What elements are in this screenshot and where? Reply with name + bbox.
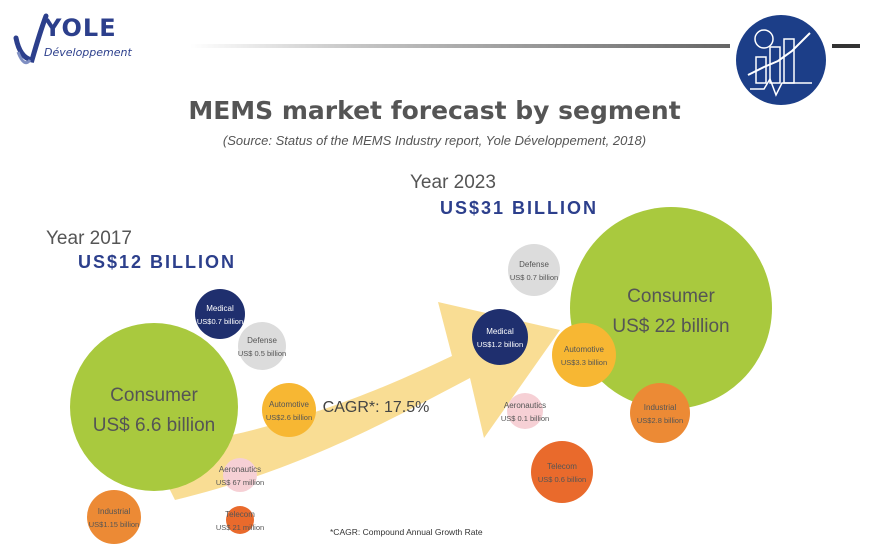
bubble-2017-medical-name: Medical: [206, 304, 234, 313]
bubble-2023-aeronautics-value: US$ 0.1 billion: [501, 414, 549, 423]
bubble-2017-telecom-value: US$ 21 million: [216, 523, 264, 532]
bubble-2023-industrial: Industrial US$2.8 billion: [630, 383, 690, 443]
bubble-2017-telecom-circle: [226, 506, 254, 534]
bubble-2017-automotive: Automotive US$2.6 billion: [262, 383, 316, 437]
logo-name: YOLE: [44, 14, 117, 42]
bubble-2023-automotive-value: US$3.3 billion: [561, 358, 607, 367]
bubble-2023-automotive: Automotive US$3.3 billion: [552, 323, 616, 387]
growth-arrow: [150, 302, 560, 500]
bubble-2017-medical-circle: [195, 289, 245, 339]
bubble-2023-telecom-value: US$ 0.6 billion: [538, 475, 586, 484]
header-divider: [190, 44, 730, 48]
bubble-2023-industrial-circle: [630, 383, 690, 443]
bubble-2023-defense-circle: [508, 244, 560, 296]
bubble-2023-telecom-name: Telecom: [547, 462, 577, 471]
bubble-2017-aeronautics-value: US$ 67 million: [216, 478, 264, 487]
bubble-2017-automotive-name: Automotive: [269, 400, 310, 409]
bubble-2017-automotive-value: US$2.6 billion: [266, 413, 312, 422]
page-title: MEMS market forecast by segment: [188, 96, 681, 125]
yole-logo-mark: [13, 13, 49, 65]
bubble-2023-defense-name: Defense: [519, 260, 549, 269]
cagr-footnote: *CAGR: Compound Annual Growth Rate: [330, 527, 483, 537]
year-2023-label: Year 2023: [410, 172, 496, 193]
bubble-2017-aeronautics: Aeronautics US$ 67 million: [216, 458, 264, 492]
bubble-2023-consumer-circle: [570, 207, 772, 409]
bubble-2023-medical-value: US$1.2 billion: [477, 340, 523, 349]
bubble-2023-aeronautics-circle: [507, 393, 543, 429]
bubble-2017-industrial-circle: [87, 490, 141, 544]
total-2023-label: US$31 BILLION: [440, 198, 599, 218]
bubble-2017-telecom-name: Telecom: [225, 510, 255, 519]
bubble-2017-telecom: Telecom US$ 21 million: [216, 506, 264, 534]
bubble-2017-defense-circle: [238, 322, 286, 370]
bubble-2017-aeronautics-circle: [223, 458, 257, 492]
bubble-2017-consumer-name: Consumer: [110, 385, 198, 406]
bubble-2023-consumer-value: US$ 22 billion: [612, 316, 729, 337]
bubble-2017-industrial-value: US$1.15 billion: [89, 520, 139, 529]
bubble-2017-defense: Defense US$ 0.5 billion: [238, 322, 286, 370]
bubble-2017-industrial-name: Industrial: [98, 507, 131, 516]
bubble-2023-medical-name: Medical: [486, 327, 514, 336]
bubble-2023-automotive-circle: [552, 323, 616, 387]
cagr-label: CAGR*: 17.5%: [323, 399, 430, 416]
source-note: (Source: Status of the MEMS Industry rep…: [222, 133, 647, 148]
bubble-2023-industrial-name: Industrial: [644, 403, 677, 412]
bubble-2023-defense-value: US$ 0.7 billion: [510, 273, 558, 282]
header-divider-end: [832, 44, 860, 48]
logo-subtitle: Développement: [44, 46, 132, 59]
bubble-2023-telecom-circle: [531, 441, 593, 503]
bubble-2023-aeronautics-name: Aeronautics: [504, 401, 546, 410]
bubble-2017-medical: Medical US$0.7 billion: [195, 289, 245, 339]
bubble-2023-industrial-value: US$2.8 billion: [637, 416, 683, 425]
bubble-2017-consumer-circle: [70, 323, 238, 491]
bubble-2023-aeronautics: Aeronautics US$ 0.1 billion: [501, 393, 549, 429]
bubble-2023-telecom: Telecom US$ 0.6 billion: [531, 441, 593, 503]
bubble-2017-industrial: Industrial US$1.15 billion: [87, 490, 141, 544]
bubble-2023-automotive-name: Automotive: [564, 345, 605, 354]
bubble-2023-consumer: Consumer US$ 22 billion: [570, 207, 772, 409]
year-2017-label: Year 2017: [46, 228, 132, 249]
report-emblem-icon: [736, 15, 826, 105]
bubble-2017-defense-name: Defense: [247, 336, 277, 345]
bubble-2023-consumer-name: Consumer: [627, 286, 715, 307]
bubble-2017-defense-value: US$ 0.5 billion: [238, 349, 286, 358]
bubble-2017-consumer-value: US$ 6.6 billion: [93, 415, 216, 436]
bubble-2017-consumer: Consumer US$ 6.6 billion: [70, 323, 238, 491]
bubble-2017-medical-value: US$0.7 billion: [197, 317, 243, 326]
bubble-2023-medical: Medical US$1.2 billion: [472, 309, 528, 365]
bubble-2023-medical-circle: [472, 309, 528, 365]
bubble-2017-automotive-circle: [262, 383, 316, 437]
bubble-2023-defense: Defense US$ 0.7 billion: [508, 244, 560, 296]
bubble-2017-aeronautics-name: Aeronautics: [219, 465, 261, 474]
total-2017-label: US$12 BILLION: [78, 252, 237, 272]
